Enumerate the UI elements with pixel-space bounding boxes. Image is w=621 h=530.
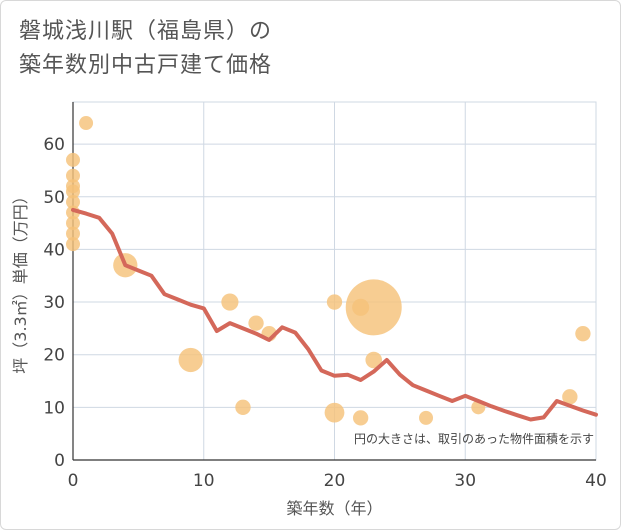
chart-title-line2: 築年数別中古戸建て価格 [19,53,273,78]
scatter-point [66,184,80,199]
scatter-point [66,152,80,167]
y-axis-label: 坪（3.3㎡）単価（万円） [11,188,30,373]
y-tick-label: 20 [43,346,65,366]
bubble-series [66,116,591,426]
scatter-point [326,294,343,310]
scatter-point [66,195,80,210]
scatter-point [248,315,264,331]
average-line [71,207,598,422]
y-tick-label: 0 [54,451,65,471]
scatter-point [79,116,94,131]
scatter-point [562,389,578,405]
x-tick-label: 10 [193,471,215,491]
average-line-series [71,207,598,422]
x-tick-label: 0 [68,471,79,491]
y-tick-label: 50 [43,188,65,208]
scatter-point [235,399,251,416]
scatter-point [419,410,434,425]
scatter-point [365,351,383,369]
y-tick-label: 30 [43,293,65,313]
x-tick-label: 20 [324,471,346,491]
x-tick-label: 40 [585,471,607,491]
x-tick-label: 30 [454,471,476,491]
scatter-point [66,226,80,241]
scatter-point [66,237,80,252]
scatter-point [345,279,402,336]
x-axis-label: 築年数（年） [286,499,382,518]
scatter-point [575,325,591,342]
scatter-point [352,410,369,426]
scatter-point [66,168,80,183]
scatter-point [324,402,345,423]
y-tick-label: 60 [43,135,65,155]
chart-title-line1: 磐城浅川駅（福島県）の [19,19,273,44]
y-tick-label: 10 [43,398,65,418]
scatter-point [221,293,239,311]
bubble-size-note: 円の大きさは、取引のあった物件面積を示す [354,431,594,446]
chart-title: 磐城浅川駅（福島県）の 築年数別中古戸建て価格 [19,15,272,83]
scatter-point [66,216,80,231]
axis-ticks: 0 10 20 30 40 0 10 20 30 40 50 60 [43,135,606,491]
scatter-point [178,347,203,373]
y-tick-label: 40 [43,240,65,260]
